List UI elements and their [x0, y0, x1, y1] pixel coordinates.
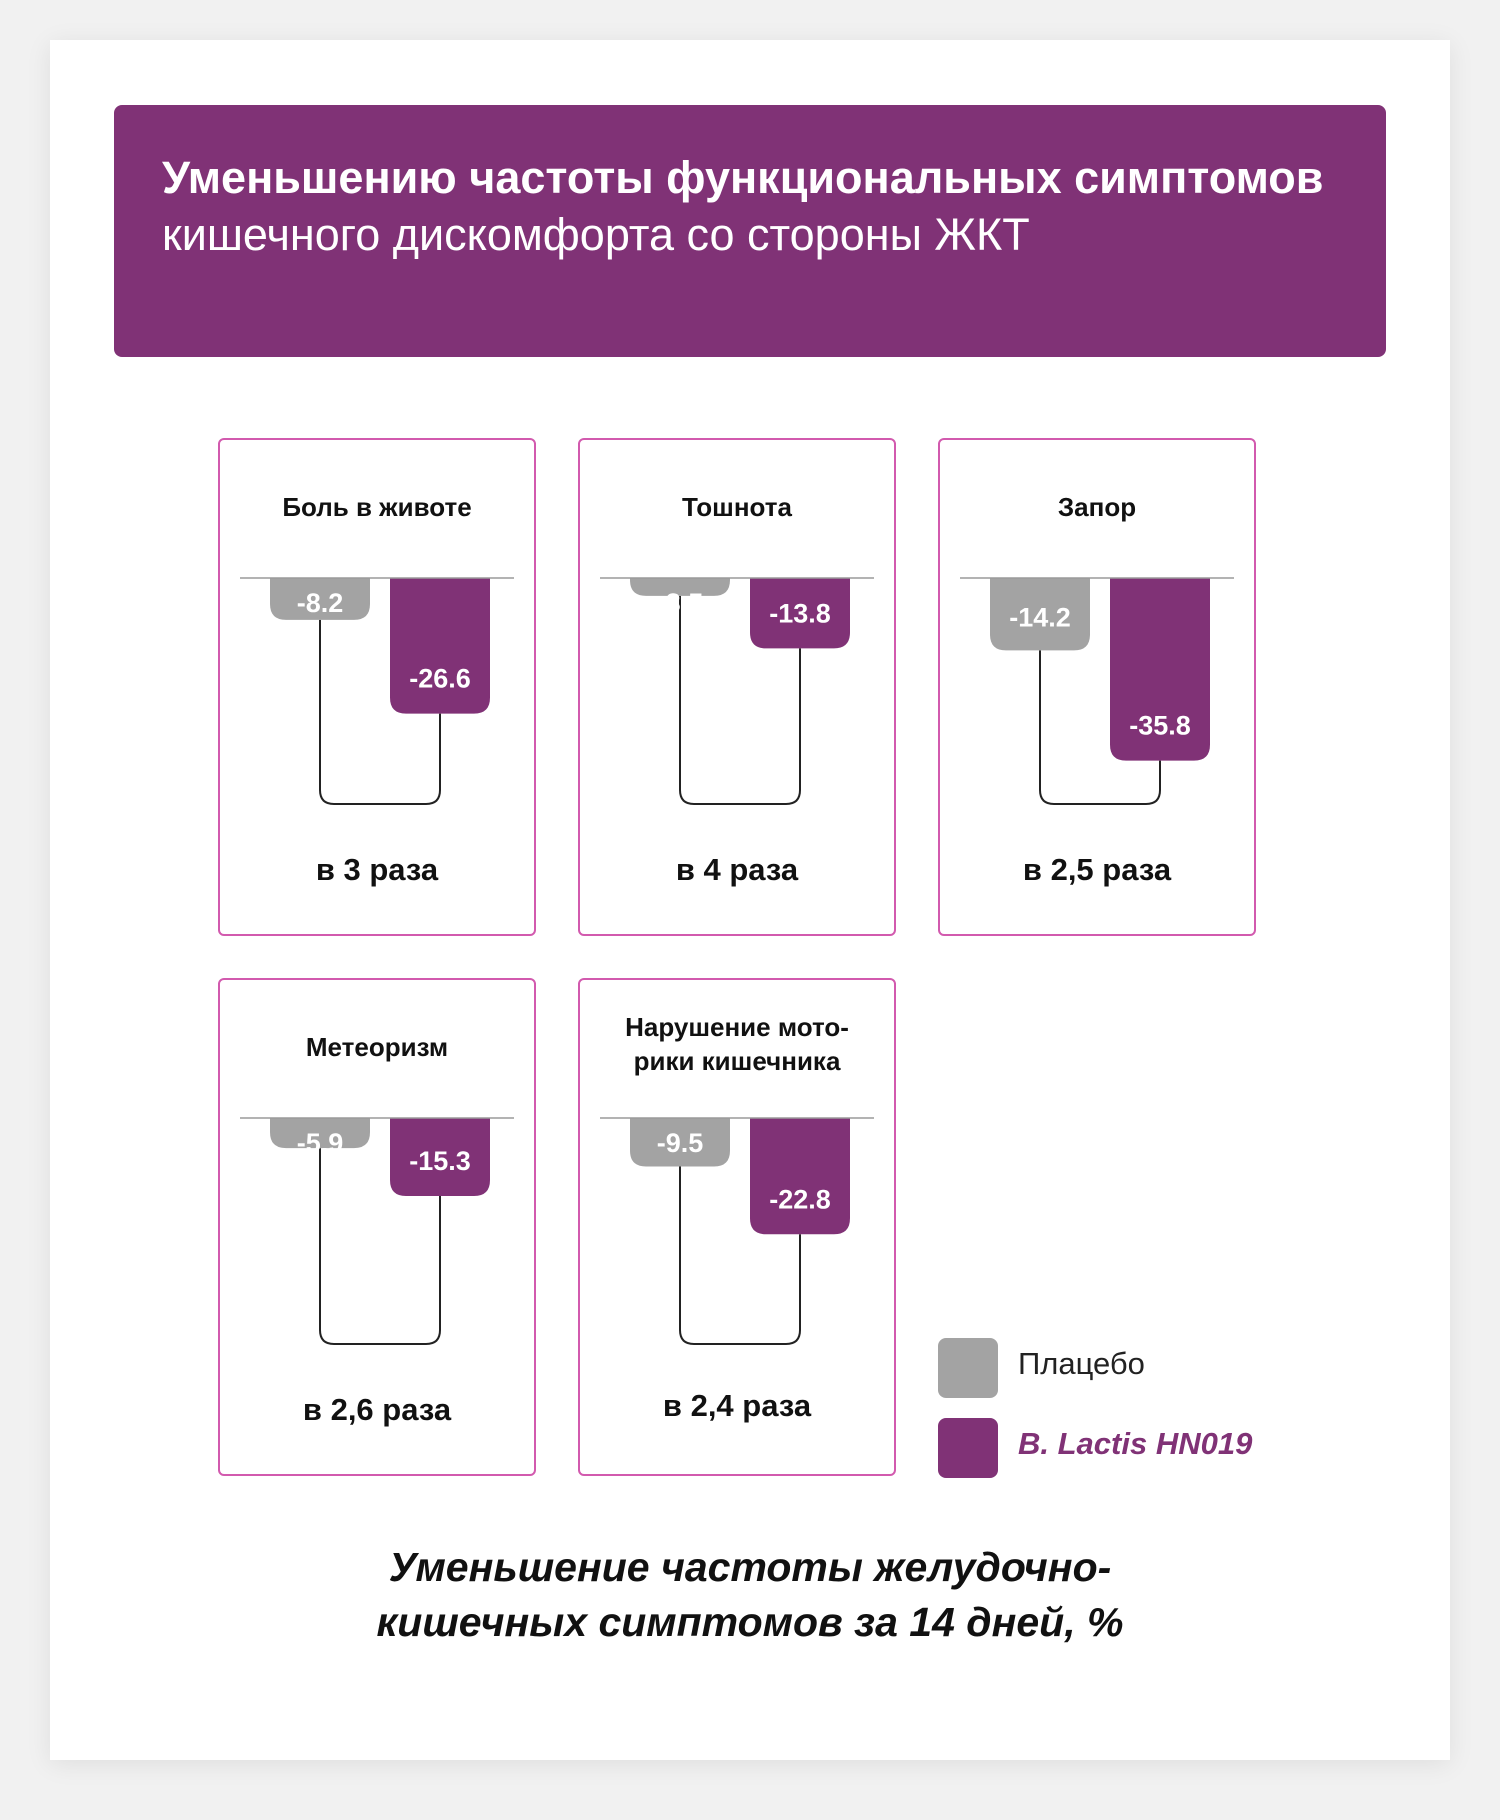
legend-swatch-placebo	[938, 1338, 998, 1398]
panel-title: Запор	[1057, 492, 1137, 522]
panel-chart: -3.5 -13.8	[600, 577, 874, 805]
chart-caption: Уменьшение частоты желудочно- кишечных с…	[200, 1540, 1300, 1650]
value-label-placebo: -8.2	[297, 588, 344, 618]
chart-caption-line-1: Уменьшение частоты желудочно-	[388, 1544, 1112, 1590]
bar-drug	[1110, 578, 1210, 761]
ratio-label: в 4 раза	[675, 852, 799, 887]
panel-chart: -8.2 -26.6	[240, 577, 514, 805]
panel-title: Тошнота	[682, 492, 792, 522]
chart-panel: Тошнота -3.5 -13.8 в 4 раза	[578, 438, 896, 936]
ratio-bracket	[319, 619, 441, 805]
ratio-label: в 2,6 раза	[302, 1392, 452, 1427]
legend-label-drug: B. Lactis HN019	[1018, 1426, 1253, 1461]
value-label-drug: -26.6	[409, 664, 471, 694]
panel-title: Метеоризм	[305, 1032, 449, 1062]
bar-drug	[390, 1118, 490, 1197]
chart-panel: Метеоризм -5.9 -15.3 в 2,6 раза	[218, 978, 536, 1476]
value-label-placebo: -3.5	[657, 588, 704, 618]
panel-title-line: рики кишечника	[633, 1046, 841, 1076]
value-label-placebo: -14.2	[1009, 602, 1071, 632]
value-label-drug: -15.3	[409, 1146, 471, 1176]
panel-title: Боль в животе	[282, 492, 472, 522]
legend-swatch-drug	[938, 1418, 998, 1478]
value-label-drug: -35.8	[1129, 711, 1191, 741]
bar-drug	[390, 578, 490, 714]
ratio-bracket	[1039, 650, 1161, 805]
bar-drug	[750, 1118, 850, 1235]
bar-placebo	[630, 1118, 730, 1167]
header-title-bold: Уменьшению частоты функциональных симпто…	[162, 152, 1324, 203]
ratio-label: в 2,5 раза	[1022, 852, 1172, 887]
bar-placebo	[990, 578, 1090, 651]
ratio-bracket	[319, 1148, 441, 1345]
panel-chart: -14.2 -35.8	[960, 577, 1234, 805]
value-label-placebo: -9.5	[657, 1128, 704, 1158]
header-banner: Уменьшению частоты функциональных симпто…	[114, 105, 1386, 357]
value-label-drug: -13.8	[769, 598, 831, 628]
panel-title-line: Нарушение мото-	[625, 1012, 849, 1042]
chart-panel: Запор -14.2 -35.8 в 2,5 раза	[938, 438, 1256, 936]
panel-chart: -9.5 -22.8	[600, 1117, 874, 1345]
chart-panel: Нарушение мото-рики кишечника -9.5 -22.8 в …	[578, 978, 896, 1476]
header-title-regular: кишечного дискомфорта со стороны ЖКТ	[162, 209, 1030, 260]
bar-placebo	[270, 578, 370, 620]
ratio-bracket	[679, 1166, 801, 1345]
legend-label-placebo: Плацебо	[1018, 1346, 1145, 1381]
bar-placebo	[270, 1118, 370, 1149]
chart-caption-line-2: кишечных симптомов за 14 дней, %	[376, 1599, 1124, 1645]
value-label-placebo: -5.9	[297, 1128, 344, 1158]
panel-title: Нарушение мото-рики кишечника	[580, 1010, 894, 1078]
ratio-label: в 3 раза	[315, 852, 439, 887]
bar-drug	[750, 578, 850, 649]
ratio-bracket	[679, 595, 801, 805]
bar-placebo	[630, 578, 730, 596]
panel-chart: -5.9 -15.3	[240, 1117, 514, 1345]
value-label-drug: -22.8	[769, 1184, 831, 1214]
chart-panel: Боль в животе -8.2 -26.6 в 3 раза	[218, 438, 536, 936]
ratio-label: в 2,4 раза	[662, 1388, 812, 1423]
